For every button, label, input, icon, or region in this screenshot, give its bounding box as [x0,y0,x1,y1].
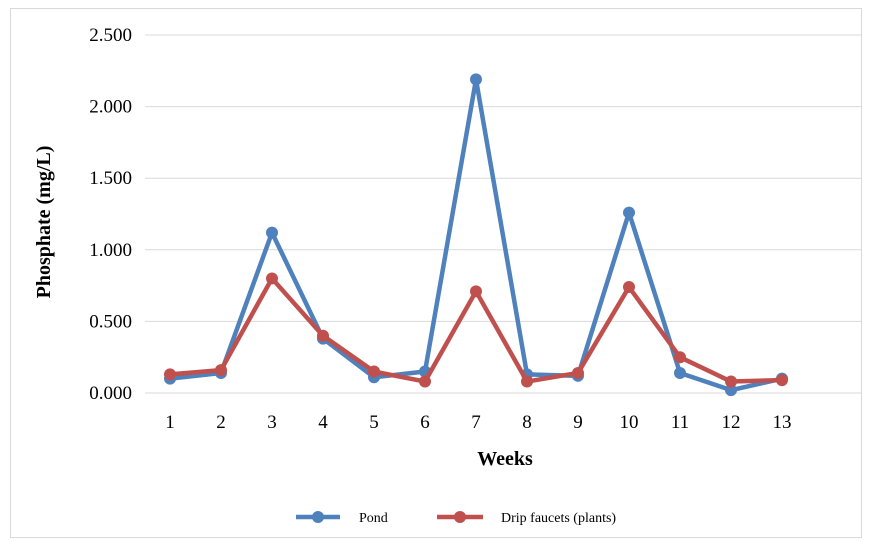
x-tick-label: 9 [573,412,583,433]
legend-item: Drip faucets (plants) [437,511,616,526]
data-point [725,384,737,397]
chart-frame [10,8,862,538]
x-tick-label: 1 [165,412,175,433]
x-tick-label: 3 [267,412,277,433]
y-tick-label: 2.500 [89,25,132,46]
data-point [317,329,329,342]
data-point [674,351,686,364]
x-tick-label: 8 [522,412,532,433]
x-tick-label: 4 [318,412,328,433]
data-point [470,73,482,86]
y-axis-title: Phosphate (mg/L) [33,146,55,299]
data-point [164,368,176,381]
data-point [470,285,482,298]
data-point [623,281,635,294]
data-point [266,272,278,285]
y-tick-label: 1.500 [89,168,132,189]
x-axis-title: Weeks [477,448,533,470]
y-tick-label: 0.500 [89,311,132,332]
legend-item: Pond [296,511,388,526]
x-tick-label: 12 [722,412,741,433]
series-drip-faucets [164,272,788,388]
data-point [419,375,431,388]
data-point [623,206,635,219]
data-point [725,375,737,388]
data-point [572,366,584,379]
data-point [368,365,380,378]
y-tick-label: 1.000 [89,240,132,261]
legend-label: Pond [359,511,388,526]
x-tick-label: 5 [369,412,379,433]
x-tick-label: 10 [620,412,639,433]
x-tick-label: 7 [471,412,481,433]
data-point [266,226,278,239]
series-line [167,77,785,393]
data-point [674,366,686,379]
data-point [521,375,533,388]
x-tick-label: 6 [420,412,430,433]
legend-label: Drip faucets (plants) [501,511,616,526]
y-tick-label: 2.000 [89,97,132,118]
legend: Pond Drip faucets (plants) [296,511,616,526]
legend-marker [312,511,324,523]
x-axis-ticks: 1 2 3 4 5 6 7 8 9 10 11 12 13 [165,412,791,433]
legend-marker [454,511,466,523]
series-lines [164,73,788,397]
y-tick-label: 0.000 [89,383,132,404]
data-point [215,364,227,377]
x-tick-label: 13 [773,412,792,433]
y-axis-ticks: 0.000 0.500 1.000 1.500 2.000 2.500 [89,25,132,404]
x-tick-label: 11 [671,412,689,433]
x-tick-label: 2 [216,412,226,433]
data-point [776,374,788,387]
series-pond [164,73,788,397]
